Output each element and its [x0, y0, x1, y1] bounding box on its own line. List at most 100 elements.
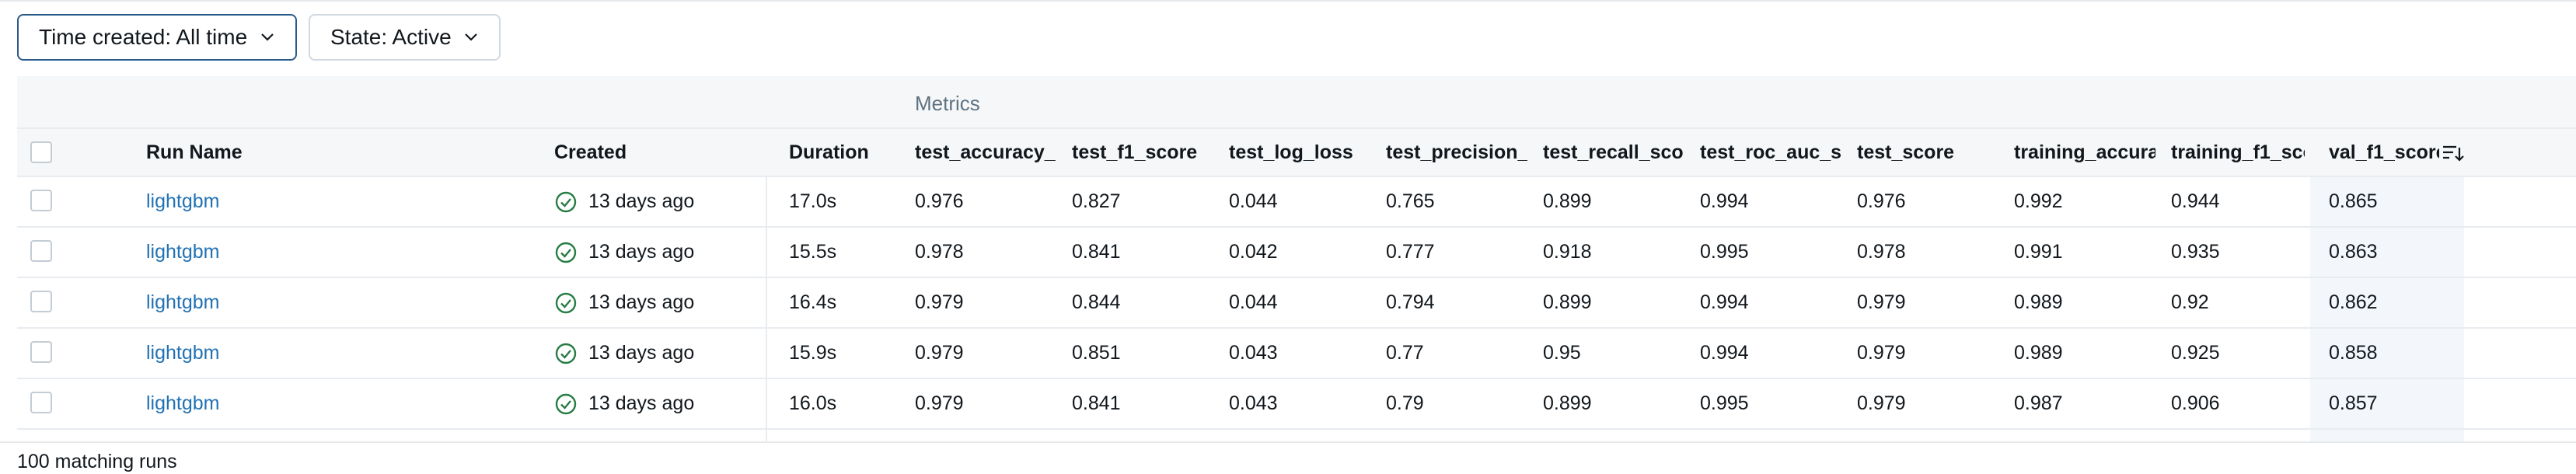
select-all-checkbox[interactable]	[30, 141, 52, 163]
column-header-test-recall[interactable]: test_recall_sco	[1543, 141, 1684, 163]
state-filter[interactable]: State: Active	[309, 14, 501, 61]
created-text: 13 days ago	[588, 392, 695, 414]
row-select-checkbox[interactable]	[30, 392, 52, 413]
val-f1-score-cell: 0.862	[2329, 291, 2378, 313]
training-f1-score-cell: 0.925	[2171, 342, 2220, 364]
chevron-down-icon	[463, 30, 479, 45]
column-header-test-f1-score[interactable]: test_f1_score	[1072, 141, 1198, 163]
table-row[interactable]: lightgbm 13 days ago 16.0s 0.979 0.841 0.043 0…	[17, 379, 2576, 430]
test-precision-cell: 0.794	[1386, 291, 1435, 313]
created-cell: 13 days ago	[554, 228, 756, 277]
table-row[interactable]: lightgbm 13 days ago 15.5s 0.978 0.841 0.042 0…	[17, 228, 2576, 278]
column-header-test-roc-auc[interactable]: test_roc_auc_s	[1700, 141, 1841, 163]
test-precision-cell: 0.765	[1386, 190, 1435, 212]
table-header: Run Name Created Duration test_accuracy_…	[17, 127, 2576, 177]
column-header-training-f1-score[interactable]: training_f1_sco	[2171, 141, 2305, 163]
test-roc-auc-cell: 0.995	[1700, 392, 1749, 414]
run-name-link[interactable]: lightgbm	[146, 241, 220, 263]
test-log-loss-cell: 0.043	[1229, 342, 1278, 364]
val-f1-score-cell: 0.858	[2329, 342, 2378, 364]
row-select-checkbox[interactable]	[30, 291, 52, 312]
training-f1-score-cell: 0.92	[2171, 291, 2209, 313]
metrics-group-label: Metrics	[915, 92, 980, 115]
test-log-loss-cell: 0.044	[1229, 190, 1278, 212]
runs-table: Metrics Run Name Created Duration test_a…	[17, 76, 2576, 441]
test-f1-score-cell: 0.851	[1072, 342, 1121, 364]
row-select-checkbox[interactable]	[30, 341, 52, 363]
test-roc-auc-cell: 0.995	[1700, 241, 1749, 263]
column-header-test-log-loss[interactable]: test_log_loss	[1229, 141, 1353, 163]
test-f1-score-cell: 0.827	[1072, 190, 1121, 212]
matching-runs-count: 100 matching runs	[17, 451, 177, 472]
test-roc-auc-cell: 0.994	[1700, 291, 1749, 313]
test-recall-cell: 0.899	[1543, 392, 1592, 414]
test-precision-cell: 0.77	[1386, 342, 1424, 364]
duration-cell: 16.4s	[789, 291, 837, 313]
test-accuracy-cell: 0.978	[915, 241, 964, 263]
column-header-created[interactable]: Created	[554, 141, 627, 163]
column-header-test-accuracy[interactable]: test_accuracy_	[915, 141, 1056, 163]
check-circle-icon	[554, 392, 578, 416]
row-select-checkbox[interactable]	[30, 190, 52, 211]
column-header-test-score[interactable]: test_score	[1857, 141, 1955, 163]
created-cell: 13 days ago	[554, 329, 756, 378]
test-score-cell: 0.976	[1857, 190, 1906, 212]
test-f1-score-cell: 0.844	[1072, 291, 1121, 313]
test-f1-score-cell: 0.841	[1072, 241, 1121, 263]
test-log-loss-cell: 0.042	[1229, 241, 1278, 263]
sort-descending-icon[interactable]	[2441, 141, 2464, 165]
table-row[interactable]: lightgbm 13 days ago 15.9s 0.979 0.851 0.043 0…	[17, 329, 2576, 379]
check-circle-icon	[554, 241, 578, 264]
duration-cell: 15.5s	[789, 241, 837, 263]
duration-cell: 16.0s	[789, 392, 837, 414]
training-f1-score-cell: 0.944	[2171, 190, 2220, 212]
test-score-cell: 0.979	[1857, 392, 1906, 414]
created-text: 13 days ago	[588, 291, 695, 313]
test-log-loss-cell: 0.044	[1229, 291, 1278, 313]
run-name-link[interactable]: lightgbm	[146, 342, 220, 364]
test-accuracy-cell: 0.976	[915, 190, 964, 212]
test-roc-auc-cell: 0.994	[1700, 190, 1749, 212]
top-divider	[0, 0, 2576, 2]
check-circle-icon	[554, 291, 578, 315]
state-filter-label: State: Active	[330, 25, 452, 49]
column-group-header: Metrics	[17, 76, 2576, 127]
table-row[interactable]: lightgbm 13 days ago 16.4s 0.979 0.844 0.044 0…	[17, 278, 2576, 329]
table-row[interactable]: lightgbm 13 days ago 17.0s 0.976 0.827 0.044 0…	[17, 177, 2576, 228]
test-precision-cell: 0.777	[1386, 241, 1435, 263]
test-accuracy-cell: 0.979	[915, 291, 964, 313]
run-name-link[interactable]: lightgbm	[146, 190, 220, 212]
time-created-filter[interactable]: Time created: All time	[17, 14, 297, 61]
duration-cell: 17.0s	[789, 190, 837, 212]
run-name-link[interactable]: lightgbm	[146, 291, 220, 313]
created-cell: 13 days ago	[554, 177, 756, 226]
sorted-column-highlight	[2310, 127, 2464, 441]
val-f1-score-cell: 0.865	[2329, 190, 2378, 212]
column-header-duration[interactable]: Duration	[789, 141, 869, 163]
test-recall-cell: 0.918	[1543, 241, 1592, 263]
val-f1-score-cell: 0.857	[2329, 392, 2378, 414]
created-cell: 13 days ago	[554, 278, 756, 327]
time-created-filter-label: Time created: All time	[39, 25, 248, 49]
check-circle-icon	[554, 342, 578, 365]
created-text: 13 days ago	[588, 190, 695, 212]
val-f1-score-cell: 0.863	[2329, 241, 2378, 263]
column-header-test-precision[interactable]: test_precision_	[1386, 141, 1527, 163]
test-accuracy-cell: 0.979	[915, 342, 964, 364]
duration-cell: 15.9s	[789, 342, 837, 364]
row-select-checkbox[interactable]	[30, 240, 52, 262]
chevron-down-icon	[260, 30, 275, 45]
test-recall-cell: 0.899	[1543, 291, 1592, 313]
footer-divider	[0, 441, 2576, 443]
training-accuracy-cell: 0.989	[2014, 291, 2063, 313]
duration-column-divider	[766, 177, 767, 441]
run-name-link[interactable]: lightgbm	[146, 392, 220, 414]
test-score-cell: 0.978	[1857, 241, 1906, 263]
training-f1-score-cell: 0.935	[2171, 241, 2220, 263]
test-recall-cell: 0.899	[1543, 190, 1592, 212]
training-f1-score-cell: 0.906	[2171, 392, 2220, 414]
column-header-training-accuracy[interactable]: training_accura	[2014, 141, 2155, 163]
column-header-run-name[interactable]: Run Name	[146, 141, 243, 163]
check-circle-icon	[554, 190, 578, 214]
column-header-val-f1-score[interactable]: val_f1_score	[2329, 141, 2439, 163]
